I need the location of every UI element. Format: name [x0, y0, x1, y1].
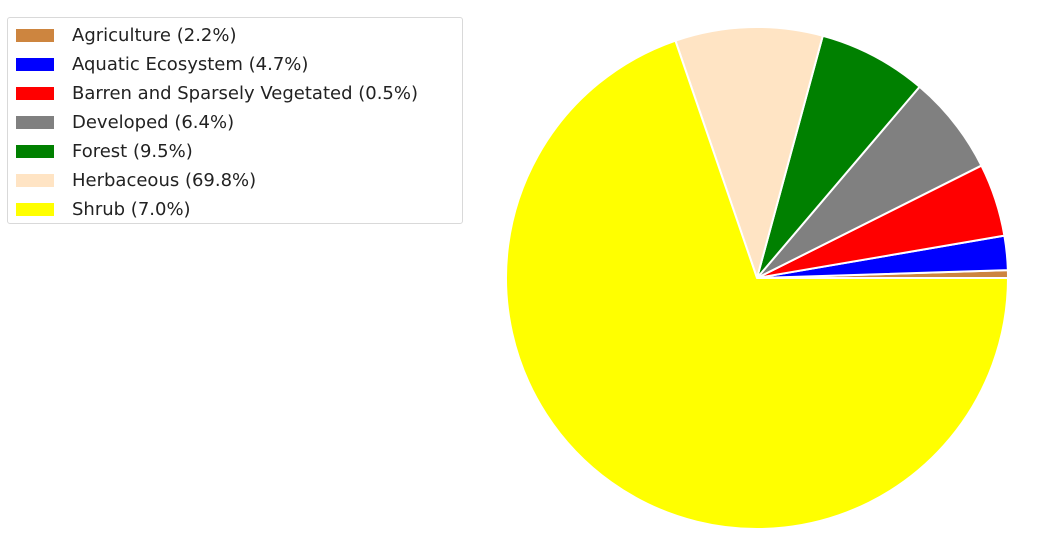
legend-swatch-barren — [16, 86, 54, 100]
legend-swatch-herbaceous — [16, 173, 54, 187]
legend-item-shrub: Shrub (7.0%) — [16, 198, 191, 220]
legend-swatch-forest — [16, 144, 54, 158]
legend: Agriculture (2.2%) Aquatic Ecosystem (4.… — [7, 17, 463, 224]
legend-label-aquatic-ecosystem: Aquatic Ecosystem (4.7%) — [72, 53, 309, 75]
legend-item-barren: Barren and Sparsely Vegetated (0.5%) — [16, 82, 418, 104]
pie-slice-forest — [756, 34, 921, 279]
legend-swatch-aquatic-ecosystem — [16, 57, 54, 71]
pie-slice-shrub — [505, 39, 1009, 530]
legend-label-herbaceous: Herbaceous (69.8%) — [72, 169, 257, 191]
legend-item-developed: Developed (6.4%) — [16, 111, 234, 133]
legend-item-agriculture: Agriculture (2.2%) — [16, 24, 237, 46]
legend-label-shrub: Shrub (7.0%) — [72, 198, 191, 220]
legend-swatch-agriculture — [16, 28, 54, 42]
legend-label-agriculture: Agriculture (2.2%) — [72, 24, 237, 46]
legend-swatch-developed — [16, 115, 54, 129]
pie-slice-herbaceous — [674, 26, 824, 279]
legend-swatch-shrub — [16, 202, 54, 216]
legend-item-forest: Forest (9.5%) — [16, 140, 193, 162]
legend-item-herbaceous: Herbaceous (69.8%) — [16, 169, 256, 191]
legend-label-developed: Developed (6.4%) — [72, 111, 235, 133]
legend-label-forest: Forest (9.5%) — [72, 140, 193, 162]
legend-label-barren: Barren and Sparsely Vegetated (0.5%) — [72, 82, 418, 104]
legend-item-aquatic-ecosystem: Aquatic Ecosystem (4.7%) — [16, 53, 308, 75]
